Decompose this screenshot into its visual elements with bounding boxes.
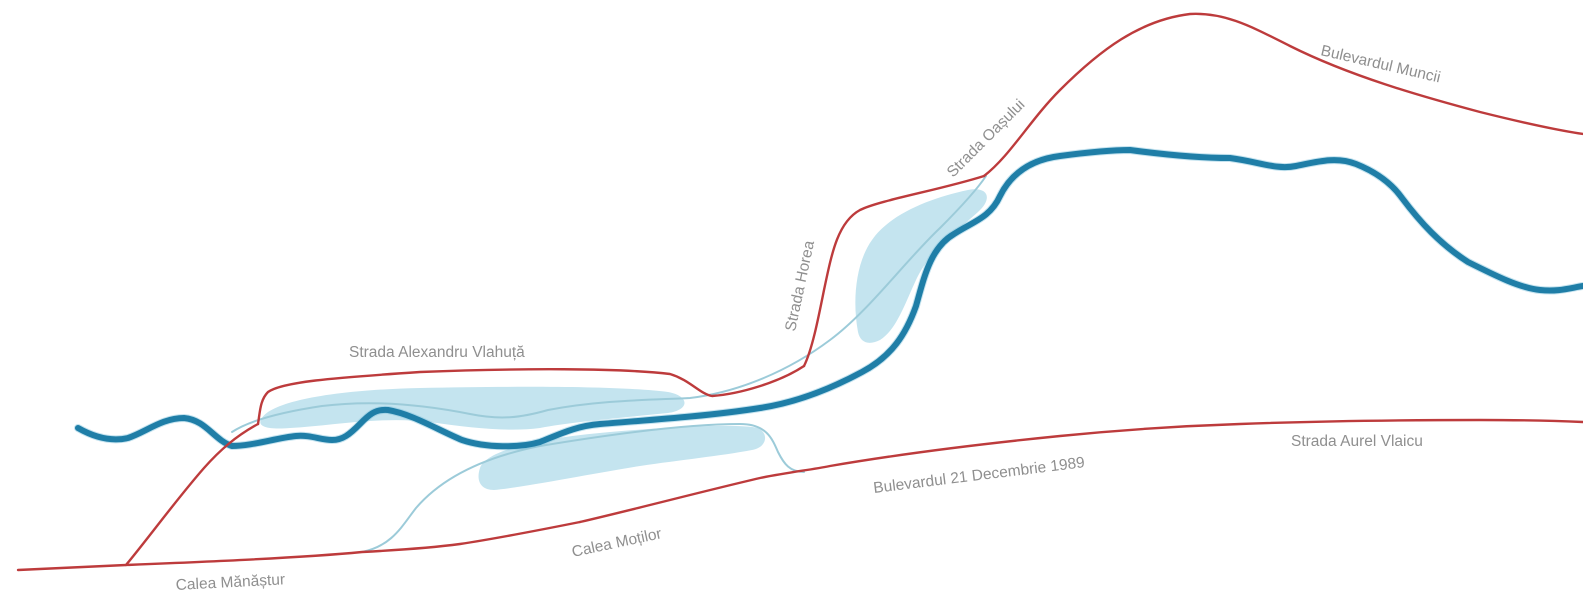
roads [16, 12, 1583, 572]
lakes [260, 189, 987, 490]
label-strada-aurel-vlaicu: Strada Aurel Vlaicu [1291, 433, 1423, 450]
label-strada-alexandru-vlahuta: Strada Alexandru Vlahuță [349, 344, 525, 361]
road-strada-oasului [982, 12, 1583, 178]
label-calea-manastur: Calea Mănăștur [175, 571, 285, 594]
channels [231, 175, 987, 553]
river [74, 146, 1583, 451]
label-bulevardul-21-decembrie-1989: Bulevardul 21 Decembrie 1989 [872, 454, 1085, 497]
label-strada-oasului: Strada Oașului [944, 96, 1029, 181]
road-strada-horea [802, 174, 986, 368]
road-diagonal-southwest [124, 422, 260, 567]
label-calea-motilor: Calea Moților [570, 525, 663, 561]
channel-north [231, 175, 987, 433]
lake-east [855, 189, 987, 343]
label-bulevardul-muncii: Bulevardul Muncii [1319, 42, 1442, 86]
road-strada-alexandru-vlahuta [256, 364, 806, 426]
road-calea-motilor-bd-21-decembrie [578, 418, 1583, 524]
river-main [75, 147, 1583, 450]
channel-south [361, 423, 805, 553]
road-calea-manastur [16, 520, 582, 572]
lake-center [478, 425, 766, 490]
label-strada-horea: Strada Horea [782, 239, 818, 333]
street-labels: Bulevardul Muncii Strada Oașului Strada … [175, 42, 1442, 594]
